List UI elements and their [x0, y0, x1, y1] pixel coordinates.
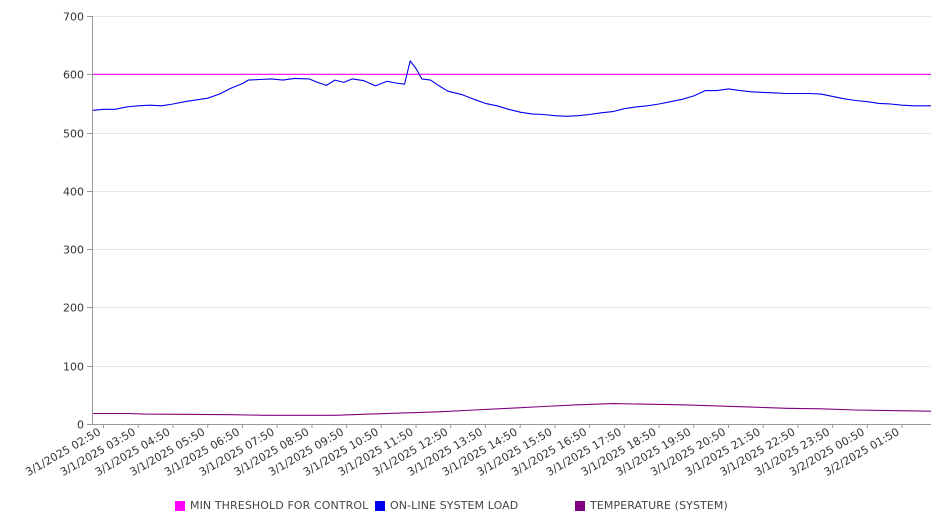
series-line-system-load: [91, 60, 931, 117]
series-layer: [91, 60, 932, 416]
legend-swatch-system-load: [375, 500, 385, 511]
legend-swatch-temperature: [575, 500, 585, 511]
y-tick-label-700: 700: [63, 11, 84, 24]
y-tick-label-500: 500: [63, 128, 84, 141]
axes: [92, 16, 931, 425]
chart-legend: MIN THRESHOLD FOR CONTROL ON-LINE SYSTEM…: [0, 499, 946, 513]
y-tick-label-300: 300: [63, 244, 84, 257]
y-tick-label-200: 200: [63, 302, 84, 315]
y-tick-label-100: 100: [63, 361, 84, 374]
legend-label-temperature: TEMPERATURE (SYSTEM): [590, 499, 728, 512]
y-tick-label-600: 600: [63, 69, 84, 82]
legend-item-temperature[interactable]: TEMPERATURE (SYSTEM): [575, 499, 728, 512]
legend-swatch-threshold: [175, 500, 185, 511]
y-axis-ticks: 0 100 200 300 400 500 600 700: [63, 11, 92, 432]
legend-label-system-load: ON-LINE SYSTEM LOAD: [390, 499, 519, 512]
legend-label-threshold: MIN THRESHOLD FOR CONTROL: [190, 499, 369, 512]
y-tick-label-400: 400: [63, 186, 84, 199]
grid-lines: [92, 16, 931, 367]
legend-item-system-load[interactable]: ON-LINE SYSTEM LOAD: [375, 499, 518, 512]
x-axis-ticks: 3/1/2025 02:503/1/2025 03:503/1/2025 04:…: [23, 424, 903, 479]
y-tick-label-0: 0: [77, 419, 84, 432]
legend-item-threshold[interactable]: MIN THRESHOLD FOR CONTROL: [175, 499, 368, 512]
series-line-temperature: [92, 403, 932, 416]
